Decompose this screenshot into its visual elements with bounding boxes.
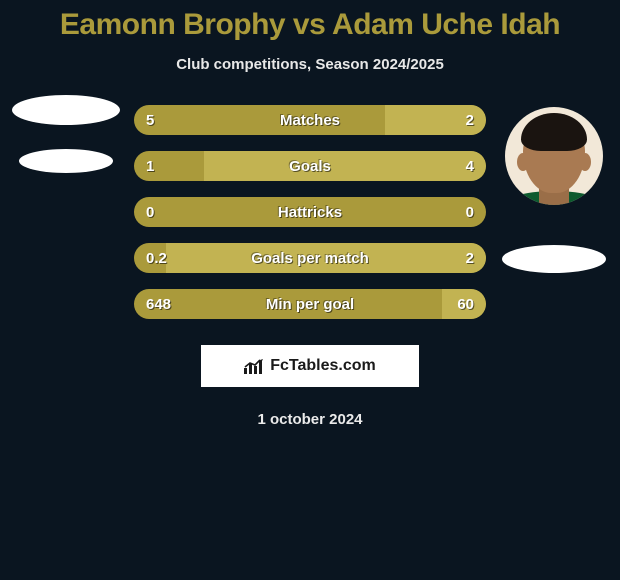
footer: FcTables.com 1 october 2024 (0, 345, 620, 428)
stat-label: Min per goal (134, 289, 486, 319)
stat-value-right: 4 (466, 151, 474, 181)
team-badge-placeholder (19, 149, 113, 173)
right-player-col (494, 105, 614, 335)
stat-value-right: 2 (466, 105, 474, 135)
stat-value-right: 0 (466, 197, 474, 227)
avatar (505, 107, 603, 205)
stat-label: Matches (134, 105, 486, 135)
brand-text: FcTables.com (270, 357, 376, 375)
subtitle: Club competitions, Season 2024/2025 (0, 56, 620, 73)
stat-value-left: 0 (146, 197, 154, 227)
stat-label: Goals per match (134, 243, 486, 273)
stat-bar: Goals1 4 (134, 151, 486, 181)
stat-value-right: 2 (466, 243, 474, 273)
stats-column: Matches5 2 Goals1 4 Hattricks0 0 Goals per mat… (126, 105, 494, 335)
stat-value-left: 5 (146, 105, 154, 135)
stat-bar: Hattricks0 0 (134, 197, 486, 227)
stat-value-left: 1 (146, 151, 154, 181)
stat-bar: Matches5 2 (134, 105, 486, 135)
comparison-card: Eamonn Brophy vs Adam Uche Idah Club com… (0, 0, 620, 428)
main-row: Matches5 2 Goals1 4 Hattricks0 0 Goals per mat… (0, 105, 620, 335)
stat-bar: Goals per match0.2 2 (134, 243, 486, 273)
stat-value-right: 60 (457, 289, 474, 319)
avatar-placeholder (12, 95, 120, 125)
stat-bar: Min per goal648 60 (134, 289, 486, 319)
left-player-col (6, 105, 126, 335)
team-badge-placeholder (502, 245, 606, 273)
stat-value-left: 0.2 (146, 243, 167, 273)
stat-value-left: 648 (146, 289, 171, 319)
date-text: 1 october 2024 (0, 411, 620, 428)
brand-badge: FcTables.com (201, 345, 419, 387)
page-title: Eamonn Brophy vs Adam Uche Idah (0, 8, 620, 42)
brand-chart-icon (244, 358, 264, 374)
stat-label: Hattricks (134, 197, 486, 227)
stat-label: Goals (134, 151, 486, 181)
